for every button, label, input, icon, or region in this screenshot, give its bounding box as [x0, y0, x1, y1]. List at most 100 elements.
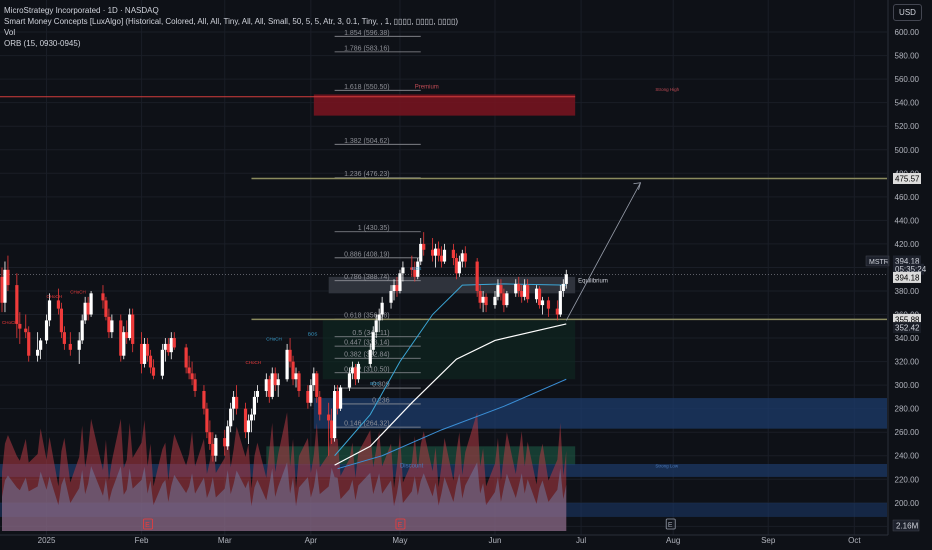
candle-body — [0, 276, 4, 303]
candle-body — [526, 285, 530, 300]
candle-body — [6, 269, 10, 286]
candle-body — [306, 391, 310, 403]
last-close-tag: 394.18 — [895, 273, 920, 282]
smc-structure-label: CHoCH — [70, 289, 86, 294]
x-axis-label: 2025 — [38, 536, 56, 545]
earnings-marker-label: E — [145, 522, 150, 529]
ema-slow-line — [334, 323, 567, 466]
support-2-price-tag-bg — [893, 322, 921, 334]
candle-body — [101, 293, 105, 301]
candle-body — [3, 269, 7, 303]
y-axis-label: 200.00 — [895, 499, 920, 508]
fib-level-label: 1.618 (550.50) — [344, 84, 390, 91]
chart-legend: MicroStrategy Incorporated · 1D · NASDAQ… — [4, 5, 458, 49]
support-price-tag: 355.88 — [895, 315, 920, 324]
y-axis-label: 460.00 — [895, 193, 920, 202]
candle-body — [546, 300, 551, 309]
order-block-zone — [322, 320, 576, 380]
candle-body — [255, 391, 260, 397]
candle-body — [77, 340, 81, 350]
candle-body — [419, 243, 423, 262]
candle-body — [517, 283, 521, 291]
currency-button[interactable]: USD — [893, 4, 922, 21]
candle-body — [184, 347, 188, 368]
candle-body — [433, 248, 438, 256]
candle-body — [214, 438, 218, 456]
premium-zone — [313, 94, 576, 116]
candle-body — [24, 328, 28, 333]
volume-tag-bg — [892, 519, 920, 532]
candle-body — [380, 302, 384, 315]
candle-body — [451, 249, 456, 259]
smc-structure-label: BOS — [370, 381, 380, 386]
candle-body — [436, 248, 441, 256]
projection-arrow-head — [633, 182, 642, 190]
fib-level-label: 0.5 (341.11) — [352, 330, 389, 337]
x-axis-label: Oct — [848, 536, 861, 545]
candle-body — [202, 391, 206, 409]
fib-level-label: 1.786 (583.16) — [344, 45, 390, 52]
symbol-tag: MSTR — [869, 259, 889, 266]
candle-body — [62, 332, 66, 344]
y-axis-label: 600.00 — [895, 28, 920, 37]
candle-body — [327, 414, 331, 421]
candle-body — [555, 308, 559, 315]
target-price-tag-bg — [893, 173, 921, 185]
candle-body — [330, 420, 334, 439]
premium-label: Premium — [415, 85, 439, 91]
candle-body — [125, 332, 129, 339]
x-axis-label: Apr — [305, 536, 318, 545]
candle-body — [193, 379, 197, 392]
candle-body — [457, 261, 461, 274]
candle-body — [561, 283, 565, 291]
candle-body — [131, 314, 135, 344]
candle-body — [356, 363, 360, 380]
candle-body — [333, 391, 337, 439]
candle-body — [190, 373, 194, 380]
candle-body — [122, 332, 126, 356]
ema-fast-line — [334, 283, 567, 457]
candle-body — [460, 253, 464, 262]
candle-body — [264, 379, 268, 392]
candle-body — [128, 314, 132, 339]
candle-body — [44, 320, 49, 341]
candle-body — [27, 332, 31, 356]
candle-body — [252, 396, 257, 415]
y-axis-label: 500.00 — [895, 146, 920, 155]
candle-body — [454, 258, 458, 274]
candle-body — [169, 338, 173, 353]
candle-body — [59, 308, 63, 333]
candle-body — [505, 293, 509, 306]
y-axis-label: 240.00 — [895, 452, 920, 461]
candle-body — [499, 285, 503, 294]
candle-body — [226, 426, 230, 447]
candle-body — [104, 300, 108, 317]
ema-long-line — [337, 378, 567, 470]
x-axis-label: Mar — [218, 536, 232, 545]
candle-body — [392, 285, 396, 291]
candle-body — [422, 243, 426, 250]
indicator-vol-label[interactable]: Vol — [4, 28, 16, 37]
y-axis-label: 320.00 — [895, 358, 920, 367]
candle-body — [416, 261, 420, 277]
strong-low-label: Strong Low — [655, 464, 679, 469]
indicator-orb-label[interactable]: ORB (15, 0930-0945) — [4, 39, 81, 48]
candle-body — [163, 343, 167, 350]
countdown-tag: 05:35:24 — [895, 265, 927, 274]
candle-body — [232, 396, 236, 409]
candle-body — [353, 367, 358, 380]
candle-body — [401, 267, 405, 274]
y-axis-label: 340.00 — [895, 334, 920, 343]
candle-body — [151, 367, 156, 376]
earnings-marker — [665, 518, 676, 530]
smc-structure-label: CHoCH — [47, 294, 63, 299]
y-axis-label: 520.00 — [895, 122, 920, 131]
chart-title: MicroStrategy Incorporated · 1D · NASDAQ — [4, 6, 159, 15]
indicator-smc-label[interactable]: Smart Money Concepts [LuxAlgo] (Historic… — [4, 17, 459, 26]
y-axis-label: 260.00 — [895, 428, 920, 437]
x-axis-label: Jul — [576, 536, 586, 545]
candle-body — [294, 373, 298, 380]
fib-level-label: 0.382 (322.84) — [344, 352, 390, 359]
